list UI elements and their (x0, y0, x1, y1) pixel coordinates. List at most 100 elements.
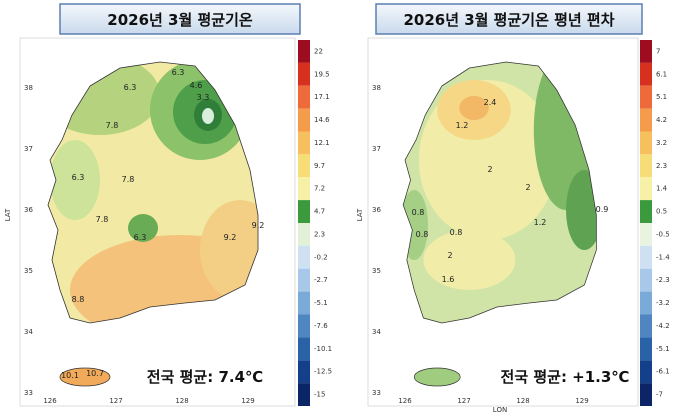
national-average: 전국 평균: +1.3℃ (501, 368, 630, 386)
colorbar-label: 7.2 (314, 185, 325, 193)
contour-label: 10.1 (61, 371, 79, 380)
contour-label: 7.8 (96, 215, 109, 224)
colorbar-label: 9.7 (314, 162, 325, 170)
colorbar-cell (298, 40, 310, 63)
colorbar-cell (640, 223, 652, 246)
panel-title: 2026년 3월 평균기온 평년 편차 (403, 11, 614, 29)
colorbar-label: 0.5 (656, 208, 667, 216)
colorbar-label: 12.1 (314, 139, 330, 147)
colorbar-cell (640, 245, 652, 269)
contour-label: 6.3 (134, 233, 147, 242)
colorbar-label: -0.2 (314, 253, 328, 261)
contour-label: 6.3 (172, 68, 185, 77)
colorbar-label: -15 (314, 391, 325, 399)
lat-tick: 34 (372, 328, 381, 336)
contour-label: 0.9 (596, 205, 609, 214)
colorbar-cell (298, 360, 310, 384)
colorbar-label: -1.4 (656, 253, 670, 261)
colorbar-cell (640, 337, 652, 361)
colorbar-cell (640, 268, 652, 292)
lat-tick: 36 (24, 206, 33, 214)
colorbar-label: 14.6 (314, 116, 330, 124)
colorbar-label: 22 (314, 47, 323, 55)
colorbar-label: 7 (656, 47, 660, 55)
lat-tick: 38 (372, 84, 381, 92)
title-box (375, 3, 643, 35)
colorbar-cell (640, 62, 652, 86)
colorbar-cell (298, 62, 310, 86)
colorbar-label: 5.1 (656, 93, 667, 101)
contour-label: 7.8 (122, 175, 135, 184)
lon-tick: 127 (457, 397, 470, 405)
colorbar-label: -0.5 (656, 230, 670, 238)
colorbar-cell (640, 85, 652, 109)
colorbar-label: -6.1 (656, 368, 670, 376)
colorbar-label: 3.2 (656, 139, 667, 147)
colorbar-cell (298, 383, 310, 406)
right-panel (367, 37, 639, 407)
title-box (59, 3, 301, 35)
contour-label: 1.2 (456, 121, 469, 130)
colorbar-label: -3.2 (656, 299, 670, 307)
colorbar-cell (298, 291, 310, 315)
contour-label: 7.8 (106, 121, 119, 130)
colorbar-cell (298, 108, 310, 132)
contour-label: 0.8 (416, 230, 429, 239)
contour-label: 2.4 (484, 98, 497, 107)
colorbar-label: 4.2 (656, 116, 667, 124)
contour-label: 0.8 (450, 228, 463, 237)
lon-tick: 129 (241, 397, 254, 405)
colorbar-cell (298, 223, 310, 246)
lon-tick: 128 (516, 397, 529, 405)
colorbar-label: -7 (656, 391, 663, 399)
x-axis-label: LON (493, 406, 507, 413)
lat-tick: 33 (24, 389, 33, 397)
contour-label: 3.3 (197, 93, 210, 102)
colorbar-cell (640, 154, 652, 178)
colorbar-cell (640, 314, 652, 338)
y-axis-label: LAT (356, 208, 364, 221)
colorbar-label: -12.5 (314, 368, 332, 376)
colorbar-label: -2.3 (656, 276, 670, 284)
colorbar-cell (640, 383, 652, 406)
y-axis-label: LAT (4, 208, 12, 221)
contour-label: 9.2 (252, 221, 265, 230)
colorbar-cell (298, 337, 310, 361)
colorbar-cell (298, 177, 310, 201)
colorbar-cell (298, 268, 310, 292)
lat-tick: 35 (24, 267, 33, 275)
lat-tick: 36 (372, 206, 381, 214)
colorbar-cell (640, 177, 652, 201)
colorbar-cell (640, 200, 652, 223)
left-panel (19, 37, 296, 407)
colorbar-cell (298, 131, 310, 155)
lat-tick: 37 (372, 145, 381, 153)
colorbar-cell (640, 131, 652, 155)
colorbar-cell (640, 108, 652, 132)
colorbar-label: 4.7 (314, 208, 325, 216)
contour-label: 2 (487, 165, 492, 174)
lat-tick: 37 (24, 145, 33, 153)
colorbar-label: 2.3 (656, 162, 667, 170)
lat-tick: 38 (24, 84, 33, 92)
contour-label: 4.6 (190, 81, 203, 90)
colorbar-label: 1.4 (656, 185, 668, 193)
colorbar-cell (640, 40, 652, 63)
contour-label: 2 (525, 183, 530, 192)
colorbar-cell (298, 154, 310, 178)
colorbar-label: -4.2 (656, 322, 670, 330)
contour-label: 2 (447, 251, 452, 260)
lat-tick: 33 (372, 389, 381, 397)
colorbar-label: -5.1 (314, 299, 328, 307)
lat-tick: 34 (24, 328, 33, 336)
colorbar-label: -10.1 (314, 345, 332, 353)
colorbar-cell (640, 291, 652, 315)
panel-title: 2026년 3월 평균기온 (107, 11, 253, 29)
colorbar-cell (298, 85, 310, 109)
colorbar-label: 19.5 (314, 70, 330, 78)
colorbar-cell (640, 360, 652, 384)
lon-tick: 128 (175, 397, 188, 405)
contour-label: 9.2 (224, 233, 237, 242)
contour-label: 6.3 (124, 83, 137, 92)
